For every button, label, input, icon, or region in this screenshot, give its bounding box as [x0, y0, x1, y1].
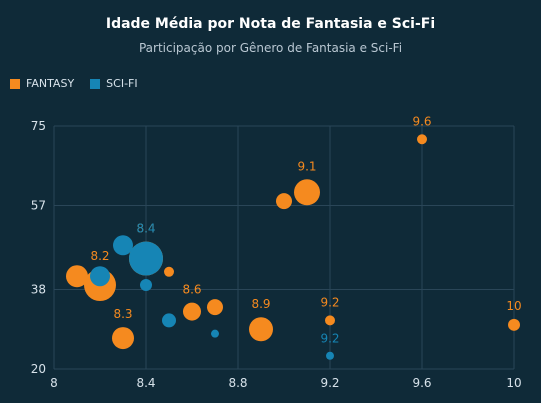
point-sci-fi [162, 313, 176, 328]
y-tick-label: 57 [31, 199, 46, 213]
x-tick-label: 8.4 [136, 376, 155, 390]
point-fantasy [508, 318, 520, 331]
x-tick-label: 8 [50, 376, 58, 390]
legend-label-sci-fi: SCI-FI [106, 77, 138, 90]
y-tick-label: 38 [31, 282, 46, 296]
point-fantasy [164, 266, 174, 277]
point-fantasy [276, 193, 292, 210]
legend: FANTASY SCI-FI [10, 77, 154, 90]
x-tick-label: 8.8 [228, 376, 247, 390]
point-fantasy [183, 302, 201, 321]
data-label-fantasy: 10 [506, 299, 521, 313]
point-fantasy [112, 327, 134, 350]
point-fantasy [207, 299, 223, 316]
chart-title: Idade Média por Nota de Fantasia e Sci-F… [105, 16, 436, 32]
point-fantasy [417, 134, 427, 145]
x-tick-label: 9.2 [320, 376, 339, 390]
legend-swatch-sci-fi [90, 78, 101, 89]
legend-swatch-fantasy [10, 78, 20, 89]
y-tick-label: 20 [31, 362, 46, 376]
legend-item-fantasy[interactable]: FANTASY [10, 77, 74, 90]
data-label-fantasy: 8.4 [136, 222, 155, 236]
data-label-fantasy: 9.6 [412, 114, 431, 128]
point-fantasy [325, 315, 335, 326]
point-fantasy [249, 317, 273, 342]
legend-item-sci-fi[interactable]: SCI-FI [90, 77, 138, 90]
point-sci-fi [326, 351, 334, 360]
legend-label-fantasy: FANTASY [26, 77, 75, 90]
data-label-fantasy: 8.3 [113, 307, 132, 321]
data-label-fantasy: 9.1 [297, 159, 316, 173]
data-label-fantasy: 8.2 [90, 249, 109, 263]
point-sci-fi [113, 235, 133, 256]
data-label-fantasy: 8.9 [251, 297, 270, 311]
point-fantasy [66, 265, 88, 288]
point-sci-fi [90, 266, 110, 287]
point-sci-fi [129, 241, 163, 276]
data-label-fantasy: 9.2 [320, 295, 339, 309]
point-sci-fi [140, 279, 152, 292]
x-tick-label: 9.6 [412, 376, 431, 390]
x-tick-label: 10 [506, 376, 521, 390]
data-label-fantasy: 8.6 [182, 283, 201, 297]
chart-subtitle: Participação por Gênero de Fantasia e Sc… [138, 41, 403, 55]
data-label-sci-fi: 9.2 [320, 332, 339, 346]
y-tick-label: 75 [31, 119, 46, 133]
point-sci-fi [211, 329, 219, 338]
point-fantasy [294, 179, 320, 206]
data-label-sci-fi: 8.4 [136, 222, 155, 236]
